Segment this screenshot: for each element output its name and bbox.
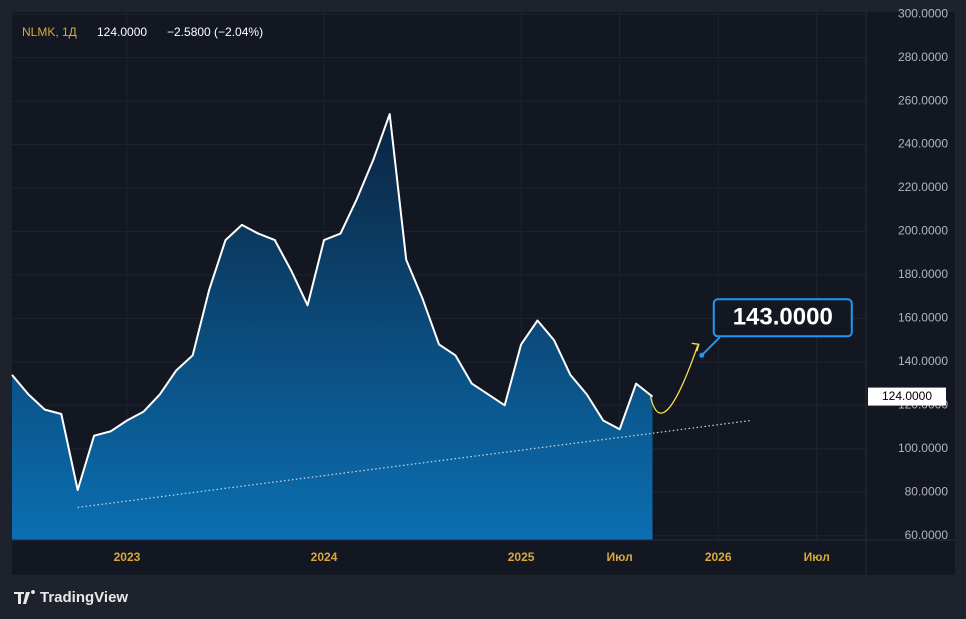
y-tick-label: 200.0000 (898, 224, 948, 238)
brand: TradingView (40, 589, 128, 606)
y-tick-label: 140.0000 (898, 354, 948, 368)
y-tick-label: 220.0000 (898, 180, 948, 194)
callout-label: 143.0000 (733, 304, 833, 331)
x-tick-label: Июл (804, 550, 830, 564)
y-tick-label: 160.0000 (898, 311, 948, 325)
change: −2.5800 (−2.04%) (167, 25, 263, 39)
x-tick-label: 2023 (114, 550, 141, 564)
x-tick-label: 2025 (508, 550, 535, 564)
x-tick-label: 2024 (311, 550, 338, 564)
y-tick-label: 300.0000 (898, 6, 948, 20)
last-price-tag (868, 387, 946, 406)
y-tick-label: 180.0000 (898, 267, 948, 281)
trend-line (77, 419, 752, 509)
y-tick-label: 60.0000 (905, 528, 949, 542)
price: 124.0000 (97, 25, 147, 39)
last-price-label: 124.0000 (882, 389, 932, 403)
y-tick-label: 100.0000 (898, 441, 948, 455)
price-line (11, 113, 654, 491)
logo (14, 590, 35, 604)
area-fill (12, 114, 653, 540)
y-tick-label: 80.0000 (905, 484, 949, 498)
x-tick-label: Июл (607, 550, 633, 564)
y-tick-label: 240.0000 (898, 137, 948, 151)
forecast-curve (649, 345, 699, 414)
symbol: NLMK, 1Д (22, 25, 77, 39)
y-tick-label: 260.0000 (898, 93, 948, 107)
y-tick-label: 280.0000 (898, 50, 948, 64)
callout-tail (701, 336, 721, 357)
callout-box (712, 298, 853, 338)
x-tick-label: 2026 (705, 550, 732, 564)
forecast-arrowhead (691, 342, 700, 352)
